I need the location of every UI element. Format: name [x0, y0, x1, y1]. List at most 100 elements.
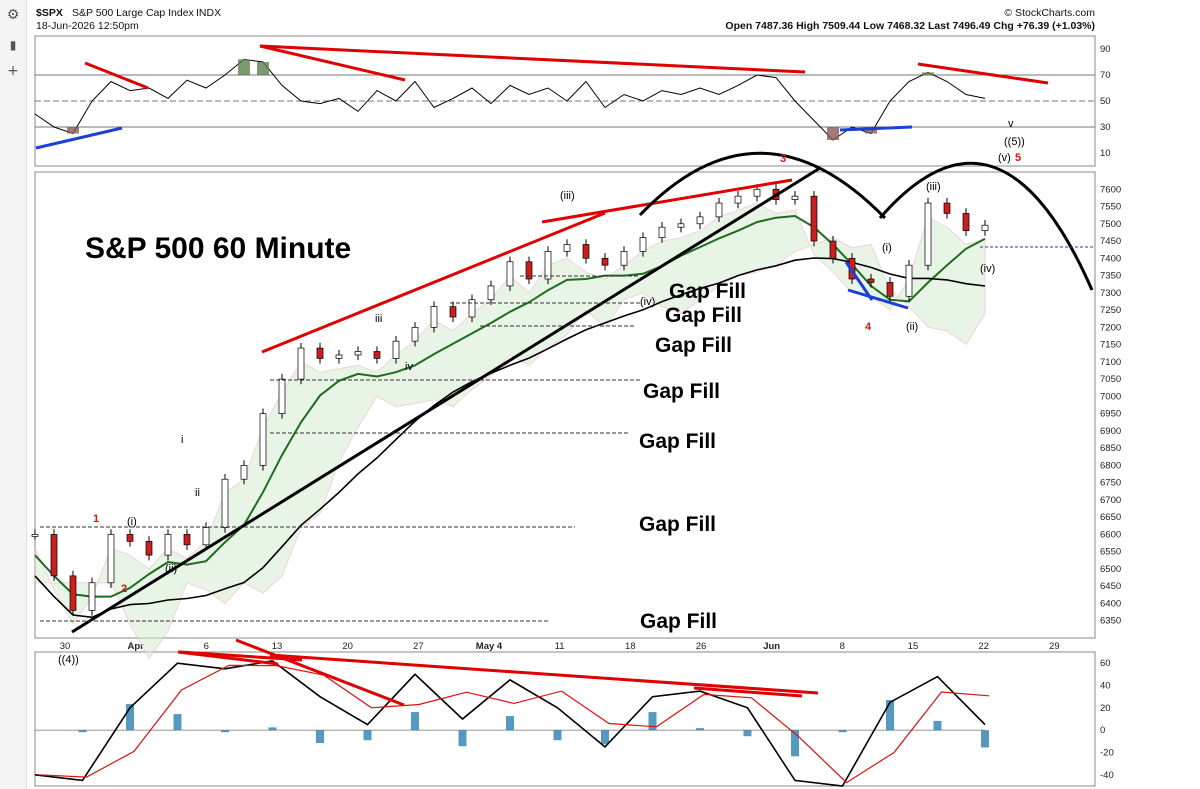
macd-histogram-bar [648, 712, 657, 731]
macd-tick-label: -40 [1100, 770, 1114, 781]
candle [107, 534, 115, 584]
macd-histogram-bar [981, 730, 989, 748]
candle [829, 240, 837, 259]
price-tick-label: 6950 [1100, 409, 1121, 420]
price-trendline [71, 166, 821, 634]
candle [50, 534, 58, 577]
candle [316, 347, 324, 359]
macd-histogram-bar [458, 730, 467, 747]
x-tick-label: 30 [60, 641, 71, 652]
price-tick-label: 7400 [1100, 253, 1121, 264]
candle [525, 261, 533, 280]
x-tick-label: 20 [342, 641, 353, 652]
plus-icon[interactable]: + [7, 63, 19, 79]
price-tick-label: 6550 [1100, 547, 1121, 558]
price-tick-label: 7600 [1100, 184, 1121, 195]
chart-title: S&P 500 60 Minute [85, 232, 351, 265]
candle [202, 527, 210, 546]
candle [69, 575, 77, 611]
candle [278, 378, 286, 414]
candle [601, 257, 609, 266]
candle [867, 278, 875, 283]
wave-label: i [181, 434, 183, 446]
rsi-tick-label: 90 [1100, 44, 1111, 55]
candle [183, 534, 191, 546]
candle [753, 188, 761, 197]
candle [259, 413, 267, 466]
macd-histogram-bar [221, 730, 229, 733]
candle [582, 244, 590, 259]
x-tick-label: 18 [625, 641, 636, 652]
macd-tick-label: 40 [1100, 681, 1111, 692]
wave-label: 5 [1015, 152, 1021, 164]
price-tick-label: 6500 [1100, 564, 1121, 575]
macd-tick-label: 60 [1100, 658, 1111, 669]
wave-label: iv [405, 361, 413, 373]
candle [145, 540, 153, 556]
watermark: © StockCharts.com [1004, 7, 1095, 19]
x-tick-label: 8 [840, 641, 845, 652]
candle [658, 226, 666, 238]
x-tick-label: 11 [555, 641, 565, 652]
macd-histogram-bar [78, 730, 87, 733]
macd-signal-line [38, 664, 990, 784]
wave-label: 2 [121, 583, 127, 595]
wave-label: 4 [865, 321, 872, 333]
rsi-line [34, 58, 986, 141]
macd-histogram-bar [696, 728, 704, 731]
exchange: INDX [196, 7, 221, 19]
x-tick-label: 15 [908, 641, 919, 652]
wave-label: v [1008, 118, 1014, 130]
candle [354, 351, 362, 356]
gap-fill-annotation: Gap Fill [643, 380, 720, 403]
wave-label: (iii) [926, 181, 941, 193]
wave-label: ((4)) [58, 654, 79, 666]
ichimoku-cloud [34, 202, 986, 660]
wave-label: (iv) [640, 296, 655, 308]
candle [297, 347, 305, 380]
gear-icon[interactable]: ⚙ [6, 7, 20, 23]
candle [449, 306, 457, 318]
price-tick-label: 7250 [1100, 305, 1121, 316]
rsi-oversold-fill [67, 127, 79, 134]
candle [810, 195, 818, 242]
rsi-trendline [259, 44, 406, 82]
macd-histogram-bar [268, 727, 277, 731]
macd-histogram-bar [173, 714, 182, 731]
macd-tick-label: -20 [1100, 748, 1114, 759]
price-panel [34, 171, 1096, 639]
price-tick-label: 6450 [1100, 581, 1121, 592]
wave-label: (i) [127, 516, 137, 528]
price-tick-label: 7500 [1100, 219, 1121, 230]
moving-average-long [34, 257, 986, 619]
macd-histogram-bar [743, 730, 752, 737]
wave-label: (iii) [560, 190, 575, 202]
price-tick-label: 7150 [1100, 340, 1121, 351]
price-tick-label: 6850 [1100, 443, 1121, 454]
wave-label: 1 [93, 513, 99, 525]
price-tick-label: 7100 [1100, 357, 1121, 368]
x-tick-label: 26 [696, 641, 707, 652]
candle [373, 351, 381, 359]
wave-label: ((5)) [1004, 136, 1025, 148]
rsi-tick-label: 30 [1100, 122, 1111, 133]
rsi-tick-label: 70 [1100, 70, 1111, 81]
price-tick-label: 6600 [1100, 529, 1121, 540]
macd-histogram-bar [553, 730, 562, 741]
price-trendline [847, 288, 909, 310]
candle [715, 202, 723, 218]
macd-histogram-bar [363, 730, 372, 741]
candle [392, 340, 400, 359]
symbol: $SPX [36, 7, 63, 19]
rsi-overbought-fill [922, 72, 934, 75]
x-tick-label: 29 [1049, 641, 1060, 652]
scroll-icon[interactable]: ▮ [9, 38, 17, 52]
candle [411, 326, 419, 342]
candle [31, 534, 39, 537]
chart-date: 18-Jun-2026 12:50pm [36, 20, 139, 32]
wave-arc [638, 151, 887, 220]
wave-label: (ii) [906, 321, 918, 333]
candle [88, 582, 96, 611]
candle [905, 264, 913, 297]
